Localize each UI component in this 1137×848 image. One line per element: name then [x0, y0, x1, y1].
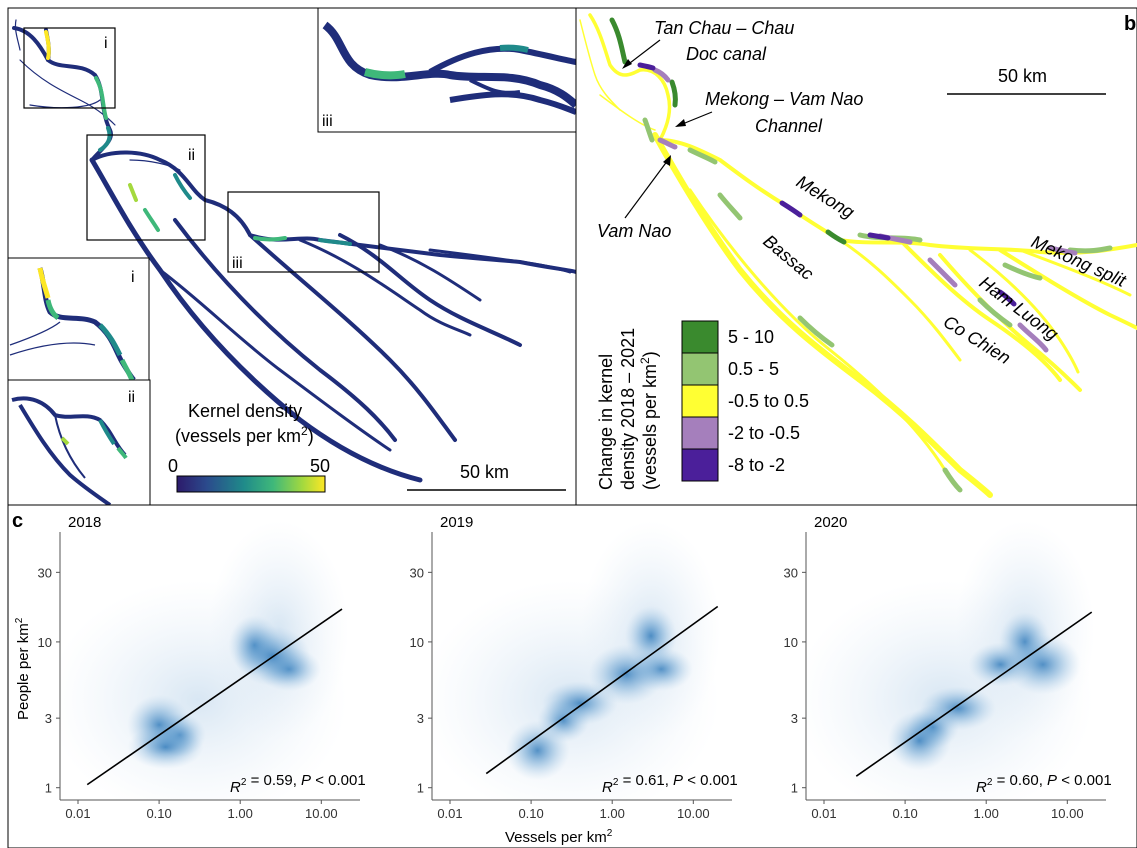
kernel-density-legend: Kernel density (vessels per km2) 0 50: [168, 401, 330, 493]
regression-line: [485, 605, 719, 775]
x-tick-label: 0.01: [437, 806, 462, 821]
y-tick-label: 30: [38, 565, 52, 580]
x-axis-label: Vessels per km2: [505, 828, 613, 846]
x-tick-label: 0.10: [146, 806, 171, 821]
x-tick-label: 0.01: [65, 806, 90, 821]
legend-b-swatch-0: [681, 320, 719, 354]
plot-title: 2018: [68, 514, 101, 531]
regression-line: [855, 611, 1093, 777]
scale-bar-b: 50 km: [947, 66, 1106, 95]
legend-b-label-1: 0.5 - 5: [728, 359, 779, 379]
label-mvn-2: Channel: [755, 116, 823, 136]
x-tick-label: 1.00: [974, 806, 999, 821]
change-legend: Change in kernel density 2018 – 2021 (ve…: [596, 320, 809, 490]
density-cloud: [60, 520, 349, 800]
legend-title-1: Kernel density: [188, 401, 302, 421]
panel-b: b: [575, 7, 1137, 506]
legend-b-title-1: Change in kernel: [596, 354, 616, 490]
density-hotspots-a: [44, 30, 352, 246]
label-tan-chau-1: Tan Chau – Chau: [654, 18, 794, 38]
y-axis-label: People per km2: [14, 617, 32, 720]
legend-b-items: 5 - 10 0.5 - 5 -0.5 to 0.5 -2 to -0.5 -8 to …: [681, 320, 809, 482]
inset-ii-panel: ii: [7, 379, 151, 507]
inset-box-i-label: i: [104, 35, 108, 52]
y-tick-label: 1: [45, 781, 52, 796]
river-network-b: [579, 13, 1137, 498]
plot-title: 2019: [440, 514, 473, 531]
inset-i-panel: i: [7, 257, 150, 382]
inset-iii-label: iii: [322, 113, 333, 130]
scatter-plot-2020: 2020 0.01 0.10 1.00 10.00 1 3 10 30 R2 = 0.60, P …: [784, 514, 1112, 821]
y-tick-label: 3: [417, 711, 424, 726]
scale-bar-a: 50 km: [407, 462, 566, 491]
density-hotspot: [127, 725, 204, 770]
y-tick-label: 30: [784, 565, 798, 580]
label-vam-nao: Vam Nao: [597, 221, 671, 241]
legend-title-2: (vessels per km2): [175, 424, 314, 446]
legend-min-label: 0: [168, 456, 178, 476]
legend-b-swatch-3: [681, 416, 719, 450]
panel-b-letter: b: [1124, 13, 1136, 35]
inset-box-iii-label: iii: [232, 255, 243, 272]
inset-i-label: i: [131, 269, 135, 286]
legend-b-swatch-4: [681, 448, 719, 482]
x-tick-label: 0.10: [518, 806, 543, 821]
legend-b-label-0: 5 - 10: [728, 327, 774, 347]
label-tan-chau-2: Doc canal: [686, 44, 767, 64]
inset-box-ii-label: ii: [188, 147, 195, 164]
scale-bar-a-label: 50 km: [460, 462, 509, 482]
inset-box-iii: [227, 191, 380, 273]
y-tick-label: 1: [791, 781, 798, 796]
stats-annotation: R2 = 0.60, P < 0.001: [976, 772, 1112, 796]
x-tick-label: 10.00: [1051, 806, 1084, 821]
y-tick-label: 3: [45, 711, 52, 726]
x-tick-label: 0.01: [811, 806, 836, 821]
panel-c: c People per km2 Vessels per km2 2018 0.0…: [7, 504, 1137, 848]
legend-b-swatch-1: [681, 352, 719, 386]
legend-max-label: 50: [310, 456, 330, 476]
stats-annotation: R2 = 0.61, P < 0.001: [602, 772, 738, 796]
label-mvn-1: Mekong – Vam Nao: [705, 89, 863, 109]
scale-bar-b-label: 50 km: [998, 66, 1047, 86]
inset-iii-panel: iii: [317, 7, 579, 133]
inset-ii-label: ii: [128, 389, 135, 406]
inset-box-i: [23, 27, 116, 109]
x-tick-label: 0.10: [892, 806, 917, 821]
y-tick-label: 10: [784, 635, 798, 650]
legend-colorbar: [176, 475, 326, 493]
panel-c-letter: c: [12, 510, 23, 532]
y-tick-label: 10: [410, 635, 424, 650]
legend-b-swatch-2: [681, 384, 719, 418]
density-hotspot: [1004, 634, 1081, 695]
x-tick-label: 10.00: [305, 806, 338, 821]
plot-title: 2020: [814, 514, 847, 531]
legend-b-label-3: -2 to -0.5: [728, 423, 800, 443]
panel-a: a: [7, 7, 579, 507]
x-tick-label: 1.00: [600, 806, 625, 821]
scatter-plot-2019: 2019 0.01 0.10 1.00 10.00 1 3 10 30 R2 = 0.61, P …: [410, 514, 738, 821]
legend-b-title-3: (vessels per km2): [638, 351, 660, 490]
legend-b-title-2: density 2018 – 2021: [618, 328, 638, 490]
x-tick-label: 10.00: [677, 806, 710, 821]
inset-box-ii: [86, 134, 206, 241]
y-tick-label: 3: [791, 711, 798, 726]
legend-b-label-2: -0.5 to 0.5: [728, 391, 809, 411]
legend-b-label-4: -8 to -2: [728, 455, 785, 475]
regression-line: [86, 608, 343, 786]
density-hotspot: [505, 720, 570, 781]
y-tick-label: 10: [38, 635, 52, 650]
river-network-a: [12, 19, 578, 483]
scatter-plot-2018: 2018 0.01 0.10 1.00 10.00 1 3 10 30 R2 = 0.59, P …: [38, 514, 366, 821]
x-tick-label: 1.00: [228, 806, 253, 821]
y-tick-label: 30: [410, 565, 424, 580]
y-tick-label: 1: [417, 781, 424, 796]
scatter-plots: 2018 0.01 0.10 1.00 10.00 1 3 10 30 R2 = 0.59, P …: [38, 514, 1112, 821]
stats-annotation: R2 = 0.59, P < 0.001: [230, 772, 366, 796]
